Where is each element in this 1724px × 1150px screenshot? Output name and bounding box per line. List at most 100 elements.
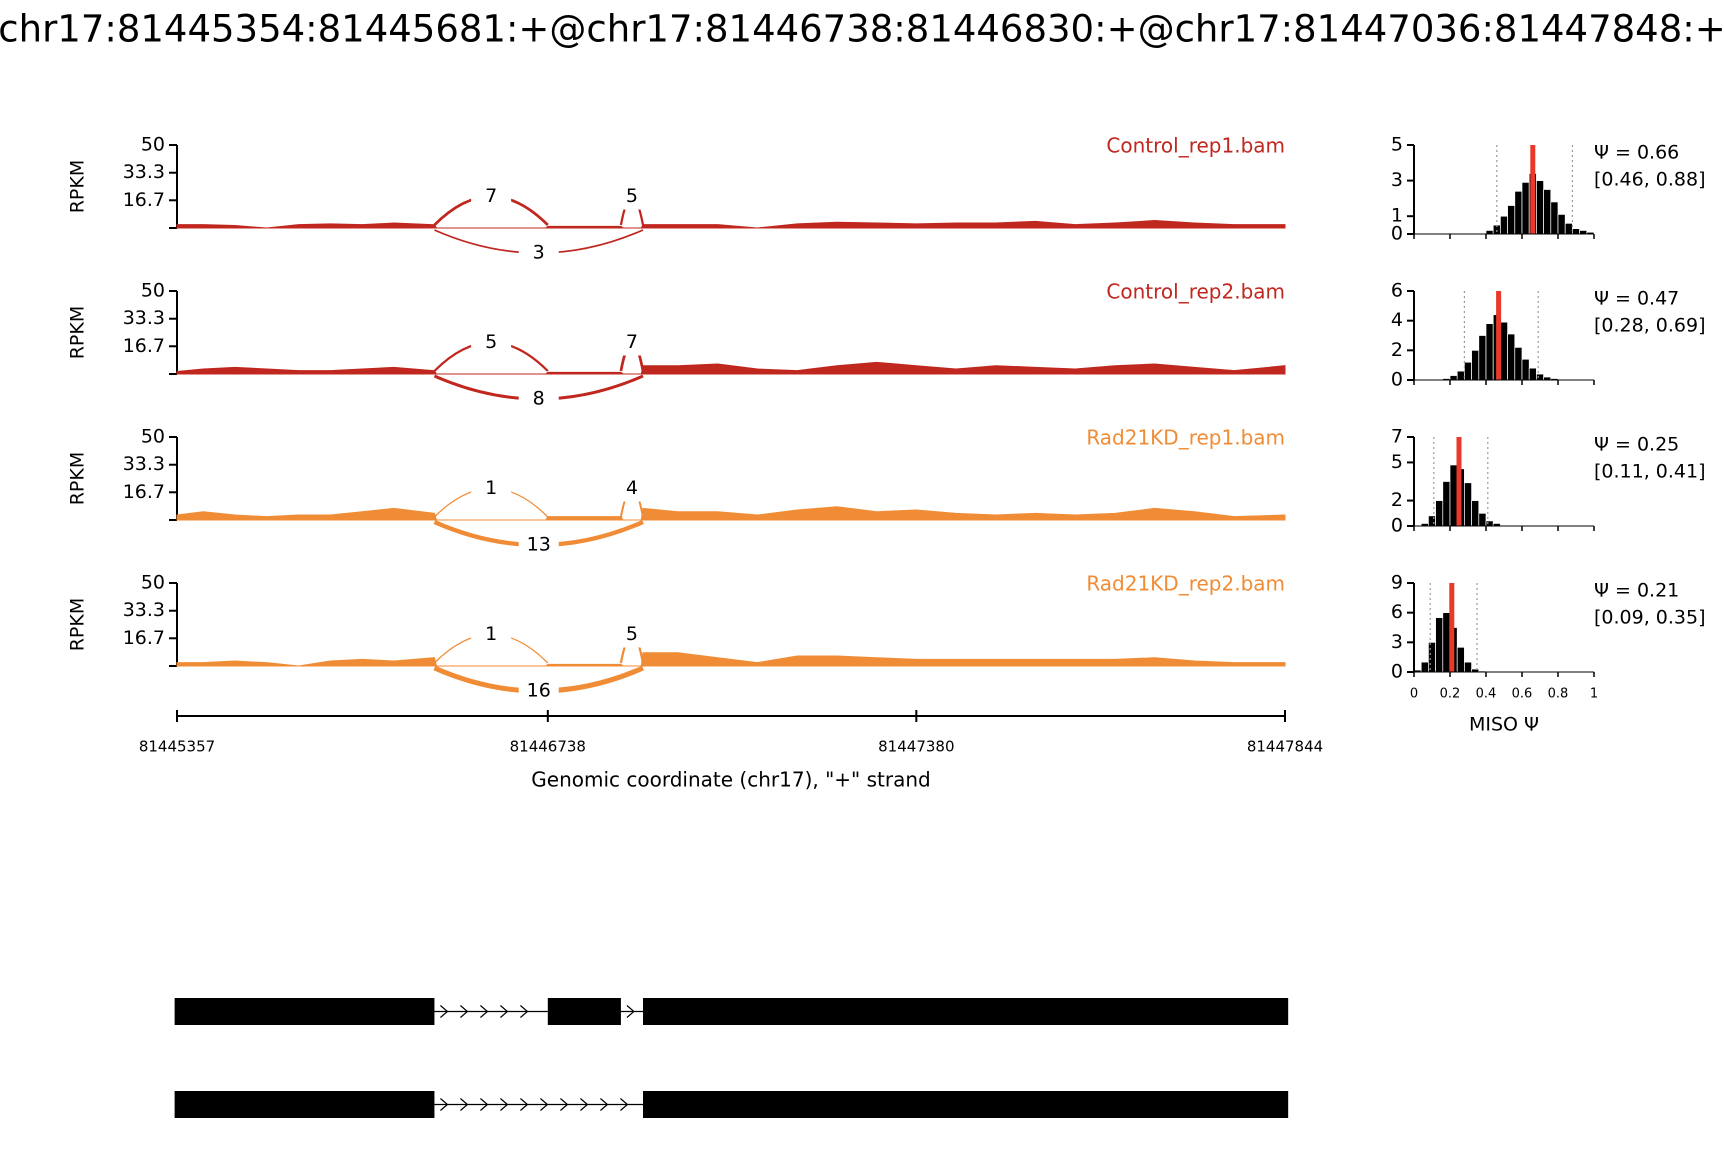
y-axis-label: RPKM [67, 160, 89, 214]
hist-x-tick-label: 0.8 [1548, 687, 1569, 702]
sample-name: Rad21KD_rep2.bam [1086, 572, 1285, 596]
strand-arrow [520, 1005, 529, 1018]
strand-arrow [460, 1005, 469, 1018]
hist-y-tick-label: 3 [1391, 169, 1403, 191]
strand-arrow [440, 1005, 449, 1018]
hist-y-tick-label: 3 [1391, 631, 1403, 653]
sample-name: Control_rep2.bam [1106, 280, 1285, 304]
coverage-area [176, 506, 1286, 521]
histogram-bar [1528, 367, 1537, 381]
strand-arrow [600, 1098, 609, 1111]
y-axis-label: RPKM [67, 306, 89, 360]
x-tick-label: 81445357 [139, 738, 215, 756]
histogram-bar [1435, 617, 1444, 673]
histogram-bar [1500, 321, 1508, 381]
junction-count: 16 [527, 680, 551, 702]
junction-count: 5 [626, 185, 638, 207]
junction-count: 8 [533, 388, 545, 410]
x-tick-label: 81447844 [1247, 738, 1323, 756]
hist-y-tick-label: 2 [1391, 339, 1403, 361]
strand-arrow [620, 1098, 629, 1111]
junction-label-bg [471, 621, 512, 648]
hist-y-tick-label: 2 [1391, 489, 1403, 511]
histogram-bar [1536, 180, 1544, 235]
histogram-bar [1557, 214, 1566, 235]
histogram-bar [1456, 646, 1465, 673]
histogram-bar [1514, 190, 1523, 235]
coverage-area [176, 361, 1286, 375]
hist-y-tick-label: 5 [1391, 451, 1403, 473]
histogram-bar [1435, 500, 1444, 527]
y-tick-label: 33.3 [123, 599, 165, 621]
junction-count: 1 [485, 477, 497, 499]
histogram-bar [1550, 201, 1559, 235]
hist-y-tick-label: 0 [1391, 223, 1403, 245]
histogram-bar [1514, 347, 1523, 381]
y-tick-label: 16.7 [123, 481, 165, 503]
ci-label: [0.46, 0.88] [1594, 169, 1706, 191]
histogram-bar [1464, 661, 1472, 673]
ci-label: [0.09, 0.35] [1594, 607, 1706, 629]
histogram-bar [1507, 333, 1516, 381]
histogram-bar [1428, 515, 1436, 527]
ci-label: [0.11, 0.41] [1594, 461, 1706, 483]
junction-label-bg [471, 475, 512, 502]
y-tick-label: 50 [141, 134, 165, 156]
junction-label-bg [611, 475, 652, 502]
strand-arrow [626, 1005, 635, 1018]
junction-count: 7 [626, 331, 638, 353]
coverage-area [176, 220, 1286, 229]
junction-label-bg [611, 621, 652, 648]
hist-y-tick-label: 0 [1391, 369, 1403, 391]
hist-x-tick-label: 0 [1410, 687, 1418, 702]
hist-x-tick-label: 0.6 [1512, 687, 1533, 702]
junction-count: 4 [626, 477, 638, 499]
coverage-area [176, 652, 1286, 667]
junction-count: 3 [533, 242, 545, 264]
exon [547, 998, 621, 1025]
hist-x-tick-label: 0.4 [1476, 687, 1497, 702]
y-tick-label: 50 [141, 426, 165, 448]
junction-label-bg [471, 329, 512, 356]
psi-label: Ψ = 0.21 [1594, 580, 1679, 602]
psi-label: Ψ = 0.47 [1594, 288, 1679, 310]
junction-label-bg [518, 386, 559, 412]
junction-label-bg [518, 532, 559, 558]
hist-y-tick-label: 5 [1391, 134, 1403, 156]
histogram-bar [1478, 512, 1487, 527]
histogram-bar [1507, 205, 1516, 235]
ci-label: [0.28, 0.69] [1594, 315, 1706, 337]
exon [643, 998, 1289, 1025]
histogram-bar [1543, 189, 1552, 235]
junction-count: 7 [485, 185, 497, 207]
strand-arrow [460, 1098, 469, 1111]
y-axis-label: RPKM [67, 452, 89, 506]
histogram-bar [1464, 361, 1472, 381]
psi-label: Ψ = 0.25 [1594, 434, 1679, 456]
histogram-bar [1456, 370, 1465, 381]
histogram-bar [1471, 349, 1480, 381]
strand-arrow [500, 1098, 509, 1111]
histogram-bar [1471, 500, 1480, 527]
y-tick-label: 16.7 [123, 335, 165, 357]
hist-x-tick-label: 0.2 [1440, 687, 1461, 702]
hist-y-tick-label: 0 [1391, 661, 1403, 683]
strand-arrow [580, 1098, 589, 1111]
y-tick-label: 16.7 [123, 627, 165, 649]
sample-name: Control_rep1.bam [1106, 134, 1285, 158]
x-tick-label: 81447380 [878, 738, 954, 756]
y-axis-label: RPKM [67, 598, 89, 652]
psi-label: Ψ = 0.66 [1594, 142, 1679, 164]
histogram-bar [1572, 228, 1580, 235]
junction-count: 1 [485, 623, 497, 645]
junction-count: 13 [527, 534, 551, 556]
histogram-bar [1478, 335, 1487, 381]
y-tick-label: 33.3 [123, 161, 165, 183]
hist-x-tick-label: 1 [1590, 687, 1598, 702]
junction-label-bg [611, 329, 652, 356]
junction-count: 5 [485, 331, 497, 353]
histogram-bar [1564, 222, 1573, 235]
histogram-bar [1420, 661, 1429, 673]
